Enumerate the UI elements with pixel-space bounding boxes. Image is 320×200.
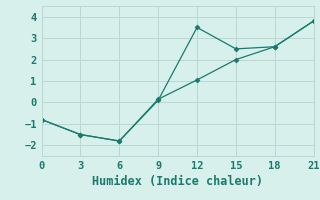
X-axis label: Humidex (Indice chaleur): Humidex (Indice chaleur) <box>92 175 263 188</box>
